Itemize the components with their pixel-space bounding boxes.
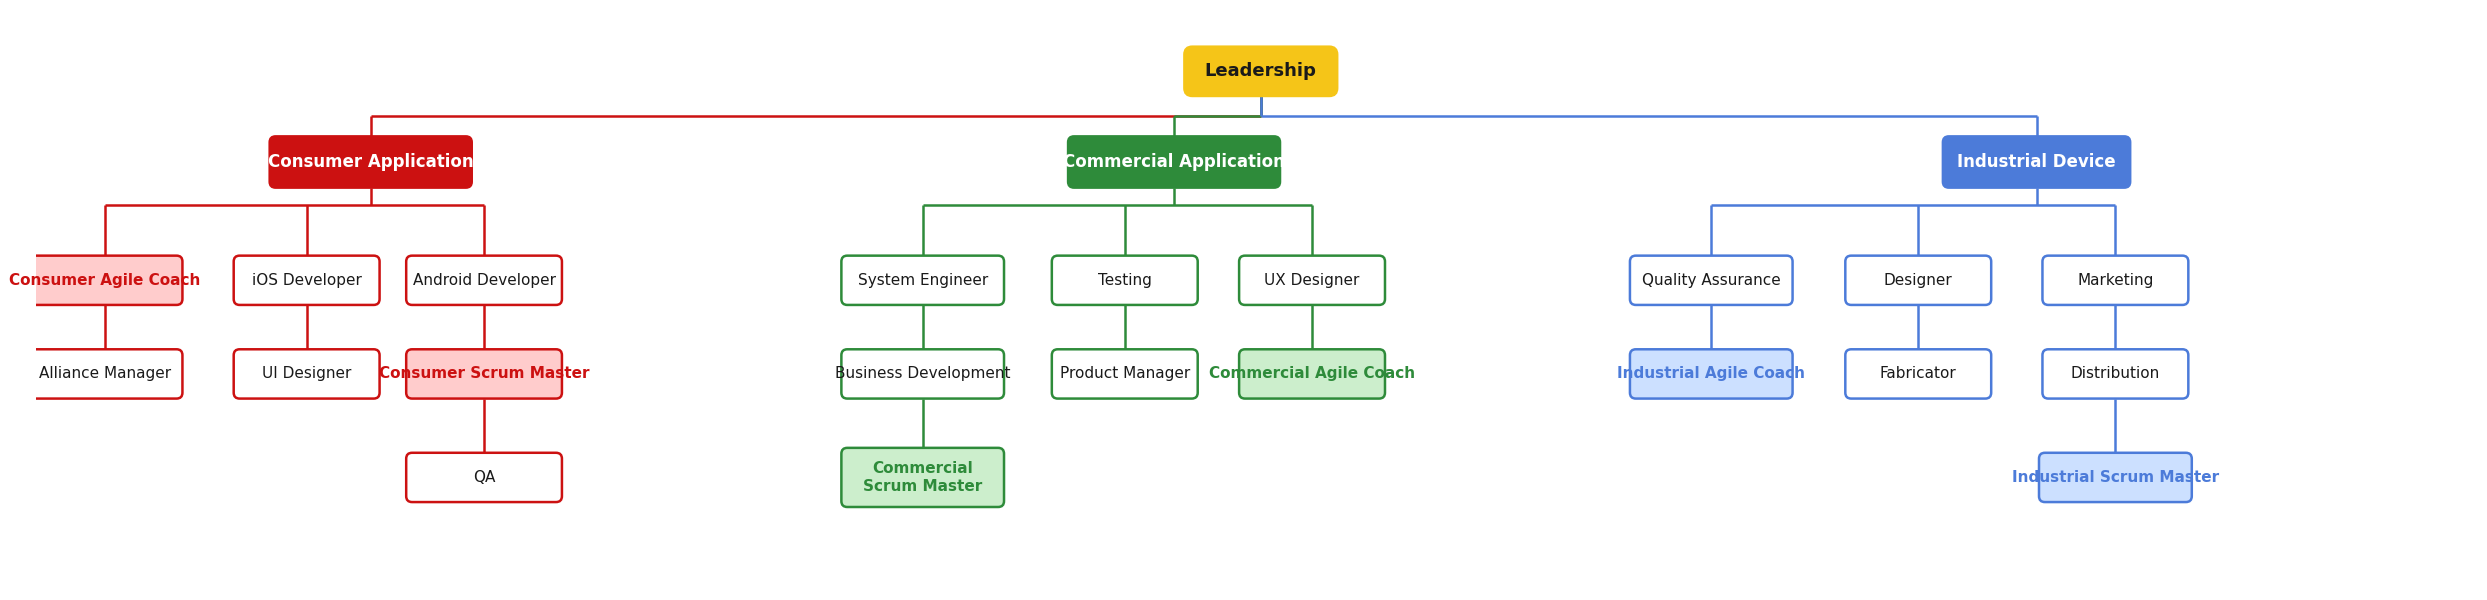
- Text: Consumer Application: Consumer Application: [269, 153, 473, 171]
- FancyBboxPatch shape: [1067, 136, 1281, 188]
- Text: Distribution: Distribution: [2072, 367, 2161, 382]
- FancyBboxPatch shape: [841, 448, 1005, 507]
- FancyBboxPatch shape: [1629, 256, 1793, 305]
- FancyBboxPatch shape: [1052, 349, 1199, 398]
- Text: QA: QA: [473, 470, 495, 485]
- FancyBboxPatch shape: [1845, 256, 1992, 305]
- Text: UI Designer: UI Designer: [261, 367, 351, 382]
- Text: Consumer Scrum Master: Consumer Scrum Master: [378, 367, 589, 382]
- Text: Leadership: Leadership: [1204, 62, 1316, 80]
- Text: Testing: Testing: [1097, 273, 1151, 288]
- Text: Fabricator: Fabricator: [1880, 367, 1957, 382]
- Text: Product Manager: Product Manager: [1059, 367, 1189, 382]
- FancyBboxPatch shape: [841, 256, 1005, 305]
- FancyBboxPatch shape: [405, 256, 562, 305]
- Text: Quality Assurance: Quality Assurance: [1641, 273, 1781, 288]
- Text: iOS Developer: iOS Developer: [251, 273, 361, 288]
- Text: Commercial Application: Commercial Application: [1062, 153, 1286, 171]
- FancyBboxPatch shape: [1184, 47, 1338, 96]
- FancyBboxPatch shape: [405, 453, 562, 502]
- Text: Alliance Manager: Alliance Manager: [37, 367, 172, 382]
- FancyBboxPatch shape: [1239, 256, 1385, 305]
- FancyBboxPatch shape: [841, 349, 1005, 398]
- FancyBboxPatch shape: [1052, 256, 1199, 305]
- Text: Business Development: Business Development: [836, 367, 1010, 382]
- Text: UX Designer: UX Designer: [1263, 273, 1360, 288]
- Text: Industrial Scrum Master: Industrial Scrum Master: [2012, 470, 2218, 485]
- Text: Marketing: Marketing: [2077, 273, 2154, 288]
- FancyBboxPatch shape: [405, 349, 562, 398]
- Text: System Engineer: System Engineer: [858, 273, 987, 288]
- FancyBboxPatch shape: [269, 136, 473, 188]
- FancyBboxPatch shape: [1629, 349, 1793, 398]
- FancyBboxPatch shape: [2042, 256, 2189, 305]
- Text: Consumer Agile Coach: Consumer Agile Coach: [10, 273, 201, 288]
- FancyBboxPatch shape: [234, 256, 381, 305]
- Text: Industrial Device: Industrial Device: [1957, 153, 2116, 171]
- FancyBboxPatch shape: [27, 256, 182, 305]
- FancyBboxPatch shape: [1942, 136, 2131, 188]
- Text: Android Developer: Android Developer: [413, 273, 555, 288]
- FancyBboxPatch shape: [2039, 453, 2191, 502]
- Text: Commercial Agile Coach: Commercial Agile Coach: [1209, 367, 1415, 382]
- Text: Commercial
Scrum Master: Commercial Scrum Master: [863, 461, 982, 494]
- FancyBboxPatch shape: [2042, 349, 2189, 398]
- Text: Industrial Agile Coach: Industrial Agile Coach: [1617, 367, 1806, 382]
- FancyBboxPatch shape: [1845, 349, 1992, 398]
- FancyBboxPatch shape: [234, 349, 381, 398]
- FancyBboxPatch shape: [1239, 349, 1385, 398]
- Text: Designer: Designer: [1883, 273, 1952, 288]
- FancyBboxPatch shape: [27, 349, 182, 398]
